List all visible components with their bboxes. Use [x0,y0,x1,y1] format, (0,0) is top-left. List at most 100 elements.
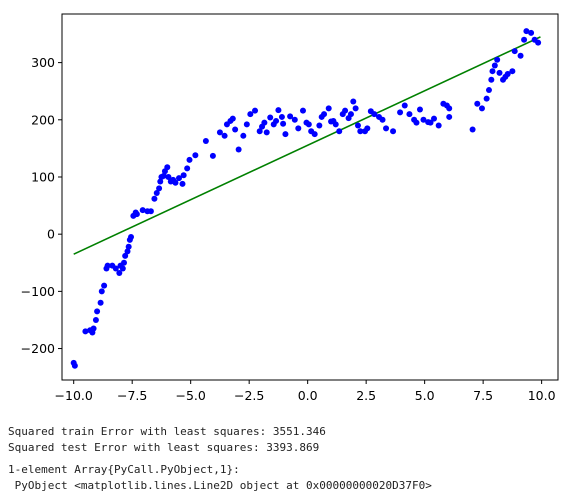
scatter-point [101,282,108,289]
y-tick-label: −100 [21,284,55,299]
scatter-point [316,122,323,129]
scatter-point [431,115,437,122]
output-train-error: Squared train Error with least squares: … [8,425,326,438]
scatter-point [229,115,236,122]
x-axis-ticks: −10.0 −7.5 −5.0 −2.5 0.0 2.5 5.0 7.5 10.0 [55,380,556,403]
scatter-point [256,128,263,135]
scatter-point [160,172,167,179]
x-tick-label: 10.0 [528,388,556,403]
scatter-point [232,126,239,133]
scatter-point [267,114,274,121]
scatter-point [90,325,97,332]
scatter-point [528,29,535,36]
scatter-point [282,131,289,138]
scatter-point [153,189,160,196]
scatter-point [243,121,250,128]
scatter-point [488,76,495,83]
scatter-point [504,71,511,78]
scatter-point [321,111,328,118]
plot-frame [61,13,559,381]
scatter-point [478,105,485,112]
scatter-point [435,122,442,129]
scatter-point [92,316,99,323]
scatter-point [261,119,268,126]
scatter-point [119,265,126,272]
x-tick-label: −10.0 [55,388,93,403]
scatter-point [275,107,282,114]
scatter-point [469,126,476,133]
y-tick-label: 300 [31,55,55,70]
scatter-point [180,172,187,179]
scatter-point [521,36,528,43]
chart: −10.0 −7.5 −5.0 −2.5 0.0 2.5 5.0 7.5 10.0 −200 −1… [21,13,559,403]
scatter-point [401,102,408,109]
scatter-point [523,28,530,35]
x-tick-label: 5.0 [415,388,435,403]
scatter-point [209,152,216,159]
scatter-point [235,146,242,153]
scatter-point [128,234,135,241]
x-tick-label: −5.0 [175,388,205,403]
x-tick-label: 7.5 [473,388,493,403]
scatter-point [357,128,364,135]
scatter-point [186,156,193,163]
scatter-point [491,62,498,69]
scatter-point [121,259,127,266]
x-tick-label: −7.5 [117,388,147,403]
scatter-point [291,116,298,123]
output-array-header: 1-element Array{PyCall.PyObject,1}: [8,463,240,476]
scatter-point [156,185,163,192]
scatter-point [496,69,503,76]
y-tick-label: −200 [21,341,55,356]
scatter-point [179,180,186,187]
scatter-point [202,137,209,144]
scatter-point [354,122,361,129]
scatter-point [147,208,154,215]
scatter-point [446,113,453,120]
scatter-point [97,299,104,306]
scatter-point [483,95,490,102]
x-tick-label: −2.5 [234,388,264,403]
scatter-point [485,87,492,94]
y-tick-label: 200 [31,112,55,127]
scatter-point [332,121,339,128]
scatter-point [383,125,390,132]
x-tick-label: 0.0 [298,388,318,403]
scatter-point [342,107,349,114]
scatter-point [175,175,182,182]
scatter-point [350,98,357,105]
scatter-point [509,68,516,75]
scatter-point [164,164,171,171]
scatter-point [535,39,542,46]
scatter-point [139,207,146,214]
scatter-point [240,132,247,139]
scatter-point [311,131,318,138]
scatter-point [124,248,131,255]
regression-line [73,36,541,255]
y-tick-label: 100 [31,169,55,184]
scatter-point [104,262,111,269]
scatter-point [347,111,354,118]
output-test-error: Squared test Error with least squares: 3… [8,441,320,454]
scatter-point [364,125,371,132]
scatter-point [192,152,199,159]
scatter-point [371,111,378,118]
scatter-point [71,362,78,369]
scatter-point [157,178,164,185]
scatter-point [216,129,223,136]
scatter-point [295,125,302,132]
scatter-point [420,116,427,123]
scatter-point [165,173,172,180]
scatter-point [184,165,191,172]
scatter-point [413,119,420,126]
scatter-point [112,265,119,272]
scatter-point [221,132,228,139]
scatter-points-layer [70,28,542,369]
scatter-point [474,100,481,107]
scatter-point [82,328,89,335]
scatter-point [446,105,453,112]
scatter-point [151,195,158,202]
scatter-point [125,243,132,250]
scatter-point [325,105,332,112]
output-pyobject: PyObject <matplotlib.lines.Line2D object… [8,479,432,492]
